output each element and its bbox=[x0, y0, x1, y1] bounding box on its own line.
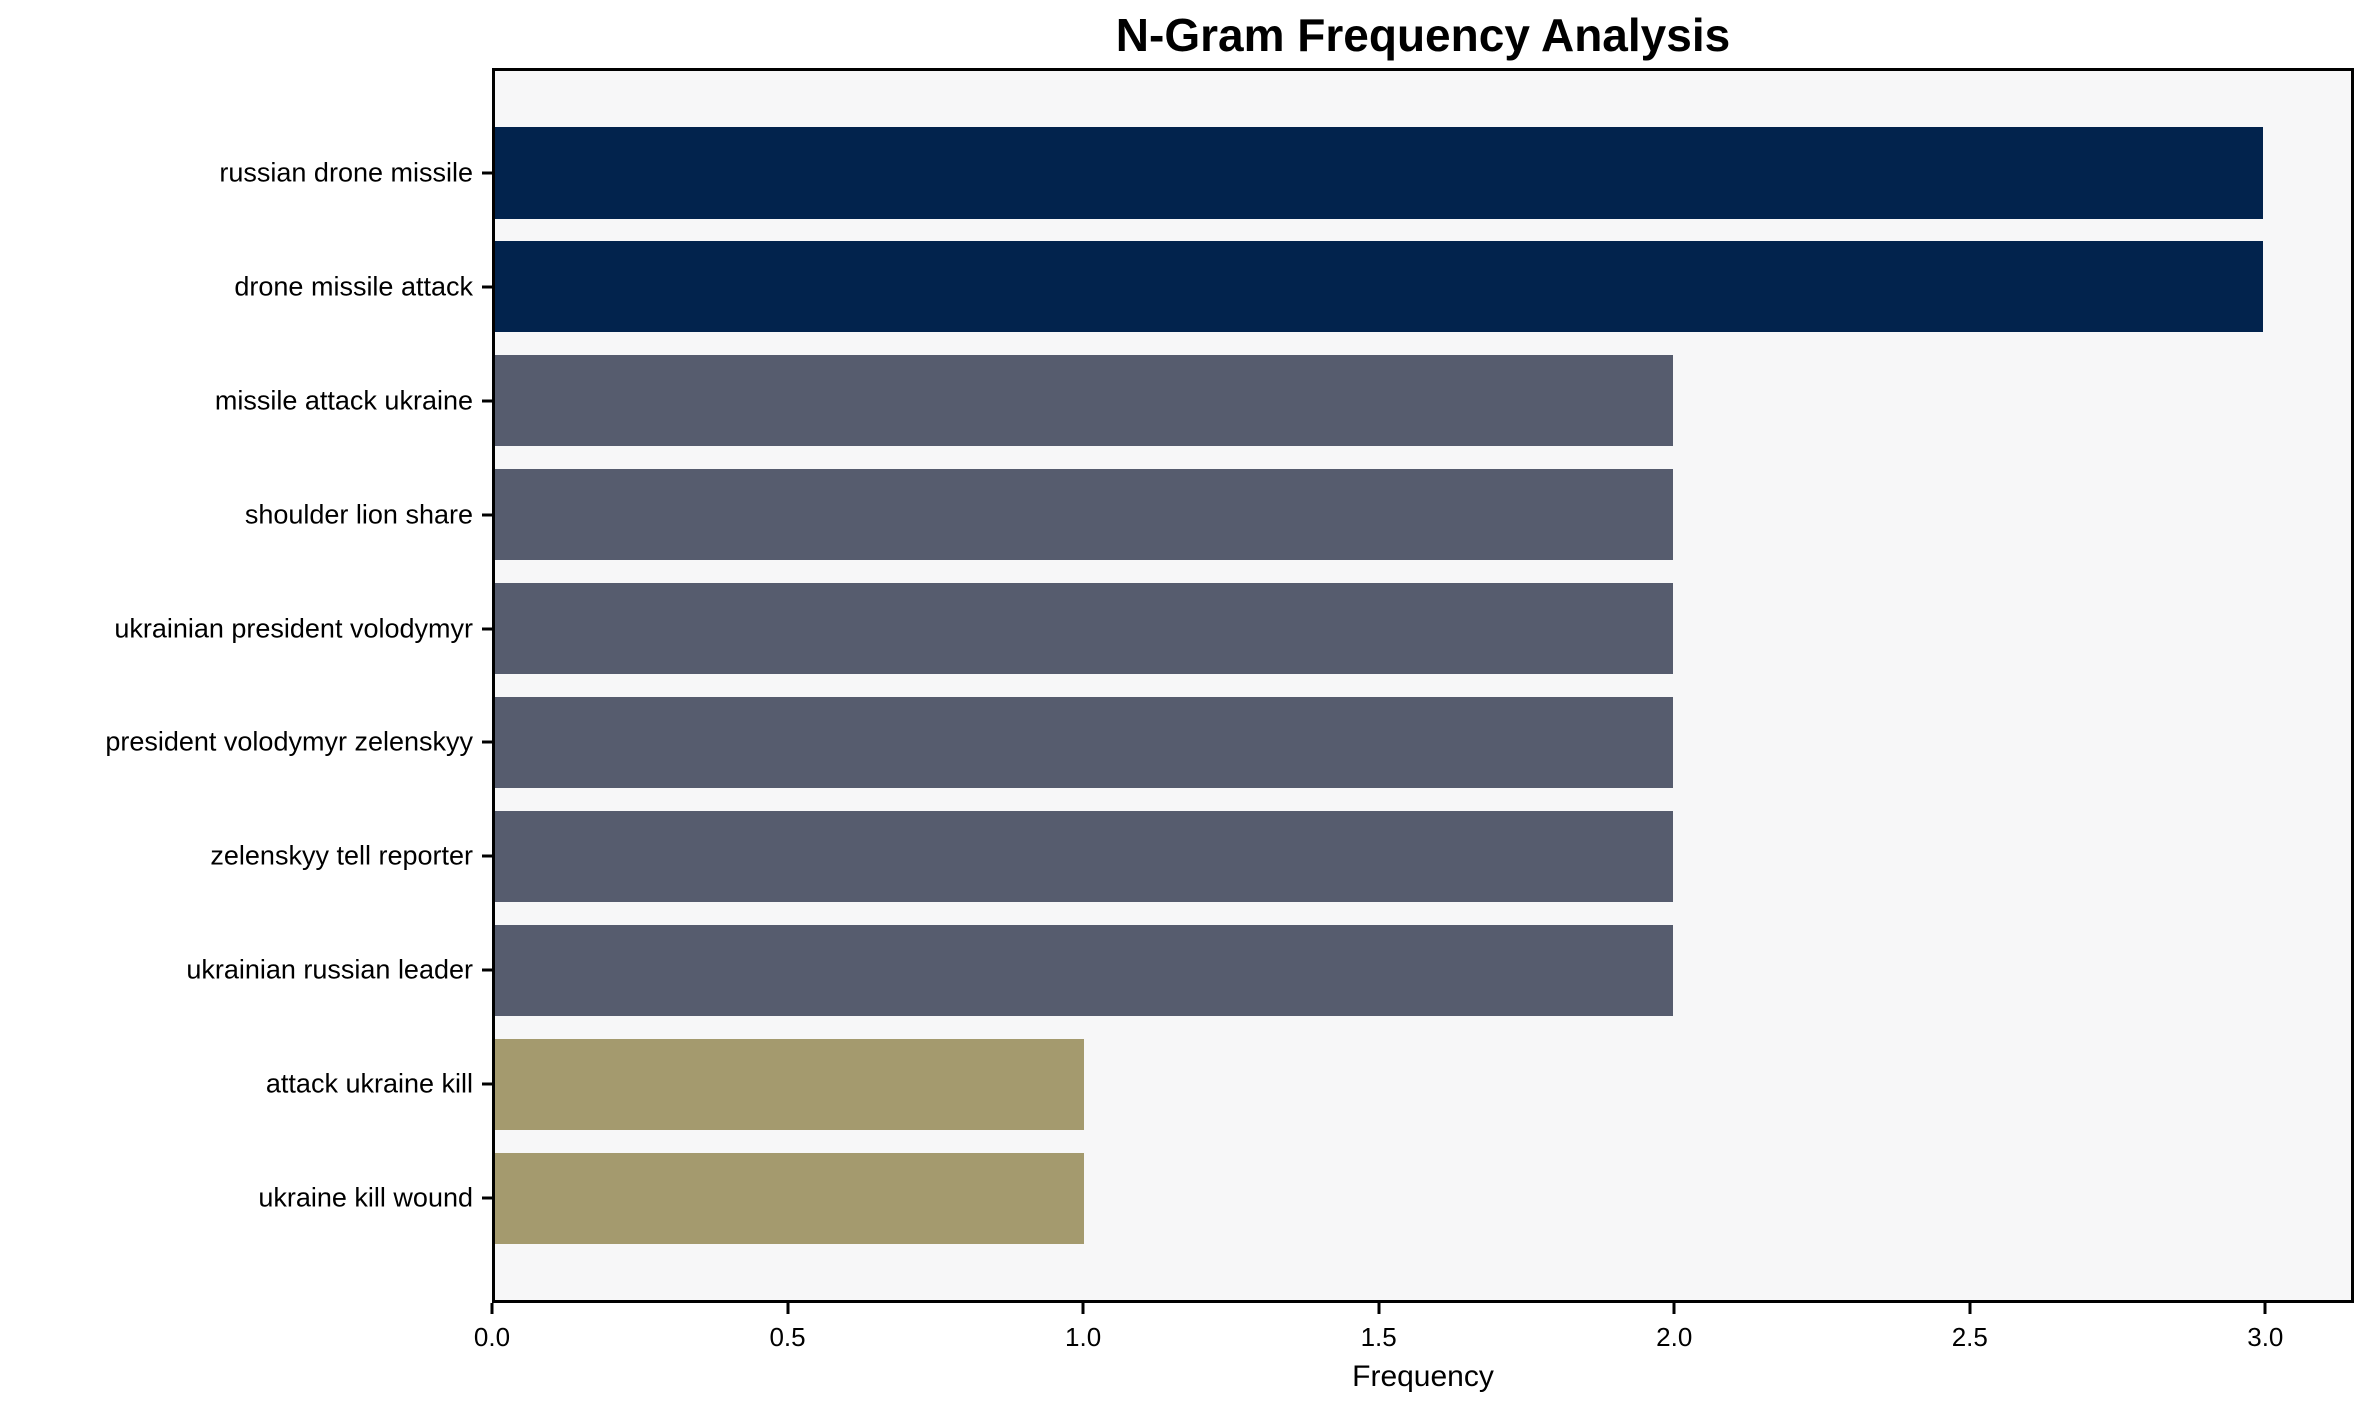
y-tick-label: drone missile attack bbox=[234, 271, 473, 302]
x-tick-mark bbox=[490, 1303, 494, 1314]
bar bbox=[495, 583, 1674, 675]
bar bbox=[495, 1038, 1085, 1130]
bar bbox=[495, 241, 2263, 333]
bar bbox=[495, 127, 2263, 219]
x-tick-mark bbox=[1377, 1303, 1381, 1314]
bar-row bbox=[495, 1027, 2351, 1141]
y-tick-mark bbox=[482, 740, 492, 744]
y-tick-label: president volodymyr zelenskyy bbox=[105, 726, 473, 757]
bar-row bbox=[495, 230, 2351, 344]
x-tick-label: 0.5 bbox=[769, 1322, 806, 1352]
y-tick-label: attack ukraine kill bbox=[265, 1068, 473, 1099]
y-tick-label: shoulder lion share bbox=[244, 499, 473, 530]
y-tick-mark bbox=[482, 513, 492, 517]
y-tick-label: zelenskyy tell reporter bbox=[210, 840, 473, 871]
bar bbox=[495, 1152, 1085, 1244]
bar-row bbox=[495, 116, 2351, 230]
x-tick-mark bbox=[1672, 1303, 1676, 1314]
x-tick-label: 2.0 bbox=[1656, 1322, 1693, 1352]
x-tick-label: 1.5 bbox=[1360, 1322, 1397, 1352]
bar-row bbox=[495, 799, 2351, 913]
bar-row bbox=[495, 1141, 2351, 1255]
y-tick-mark bbox=[482, 1082, 492, 1086]
plot-area bbox=[492, 68, 2354, 1303]
bar-row bbox=[495, 913, 2351, 1027]
y-tick-mark bbox=[482, 854, 492, 858]
y-tick-mark bbox=[482, 968, 492, 972]
bar bbox=[495, 810, 1674, 902]
chart-title: N-Gram Frequency Analysis bbox=[1115, 9, 1731, 61]
x-tick-label: 1.0 bbox=[1065, 1322, 1102, 1352]
bar-row bbox=[495, 686, 2351, 800]
x-tick-mark bbox=[1968, 1303, 1972, 1314]
x-tick-mark bbox=[1081, 1303, 1085, 1314]
x-tick-label: 3.0 bbox=[2247, 1322, 2284, 1352]
y-tick-mark bbox=[482, 627, 492, 631]
x-tick-label: 2.5 bbox=[1951, 1322, 1988, 1352]
x-axis-label: Frequency bbox=[1352, 1360, 1494, 1393]
bar bbox=[495, 924, 1674, 1016]
y-tick-label: missile attack ukraine bbox=[214, 385, 473, 416]
y-tick-label: ukrainian russian leader bbox=[186, 954, 473, 985]
x-tick-mark bbox=[2263, 1303, 2267, 1314]
bar bbox=[495, 355, 1674, 447]
bar-row bbox=[495, 572, 2351, 686]
y-tick-mark bbox=[482, 171, 492, 175]
y-tick-mark bbox=[482, 285, 492, 289]
x-tick-label: 0.0 bbox=[473, 1322, 511, 1352]
y-tick-label: ukrainian president volodymyr bbox=[114, 613, 473, 644]
y-tick-label: russian drone missile bbox=[219, 157, 473, 188]
bar-row bbox=[495, 458, 2351, 572]
bar bbox=[495, 469, 1674, 561]
bar bbox=[495, 696, 1674, 789]
y-tick-mark bbox=[482, 399, 492, 403]
y-tick-mark bbox=[482, 1196, 492, 1200]
bar-row bbox=[495, 344, 2351, 458]
y-tick-label: ukraine kill wound bbox=[258, 1182, 473, 1213]
x-tick-mark bbox=[786, 1303, 790, 1314]
bars-container bbox=[495, 116, 2351, 1255]
